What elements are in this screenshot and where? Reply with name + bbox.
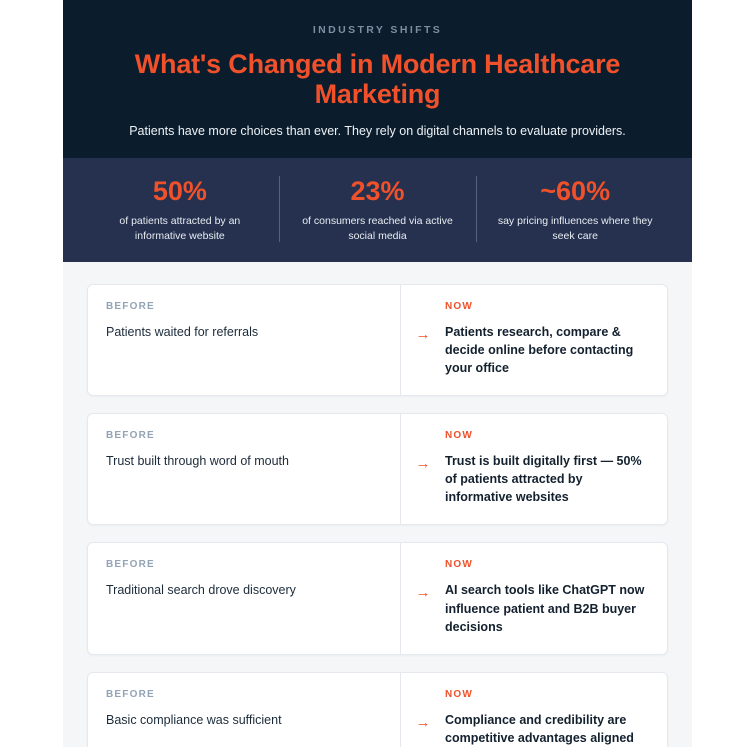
now-kicker: NOW <box>445 300 474 312</box>
before-kicker: BEFORE <box>106 559 155 571</box>
stat-item: ~60% say pricing influences where they s… <box>476 174 674 243</box>
stat-label: of consumers reached via active social m… <box>302 215 453 242</box>
before-text: Basic compliance was sufficient <box>106 712 282 727</box>
arrow-column: → <box>401 559 445 600</box>
now-kicker: NOW <box>445 688 474 700</box>
now-column: NOW Trust is built digitally first — 50%… <box>445 430 649 506</box>
stat-label: of patients attracted by an informative … <box>119 215 241 242</box>
stat-value: 50% <box>152 176 207 207</box>
arrow-column: → <box>401 689 445 730</box>
now-cell: → NOW Patients research, compare & decid… <box>401 285 667 395</box>
stat-value: ~60% <box>540 176 611 207</box>
before-kicker: BEFORE <box>106 300 155 312</box>
now-column: NOW AI search tools like ChatGPT now inf… <box>445 559 649 635</box>
eyebrow-label: INDUSTRY SHIFTS <box>312 24 443 36</box>
now-kicker: NOW <box>445 430 474 442</box>
now-cell: → NOW AI search tools like ChatGPT now i… <box>401 543 667 653</box>
now-column: NOW Patients research, compare & decide … <box>445 301 649 377</box>
comparison-row: BEFORE Patients waited for referrals → N… <box>87 283 668 397</box>
now-text: Patients research, compare & decide onli… <box>445 324 634 375</box>
now-column: NOW Compliance and credibility are compe… <box>445 689 649 747</box>
now-cell: → NOW Compliance and credibility are com… <box>401 673 667 747</box>
comparison-list: BEFORE Patients waited for referrals → N… <box>63 262 692 747</box>
subheadline: Patients have more choices than ever. Th… <box>129 124 626 139</box>
now-text: Trust is built digitally first — 50% of … <box>445 454 642 505</box>
infographic-container: INDUSTRY SHIFTS What's Changed in Modern… <box>63 0 692 747</box>
arrow-right-icon: → <box>415 455 431 473</box>
stat-item: 23% of consumers reached via active soci… <box>278 174 477 243</box>
arrow-column: → <box>401 301 445 342</box>
before-cell: BEFORE Trust built through word of mouth <box>88 414 401 525</box>
stats-band: 50% of patients attracted by an informat… <box>63 158 692 262</box>
arrow-right-icon: → <box>415 325 431 343</box>
before-cell: BEFORE Traditional search drove discover… <box>88 543 401 654</box>
comparison-row: BEFORE Trust built through word of mouth… <box>87 413 668 526</box>
stat-item: 50% of patients attracted by an informat… <box>81 174 279 243</box>
now-kicker: NOW <box>445 559 474 571</box>
before-cell: BEFORE Patients waited for referrals <box>88 284 401 396</box>
arrow-right-icon: → <box>415 584 431 602</box>
stat-label: say pricing influences where they seek c… <box>497 215 653 242</box>
page-title: What's Changed in Modern Healthcare Mark… <box>134 49 621 109</box>
before-kicker: BEFORE <box>106 430 155 442</box>
arrow-column: → <box>401 430 445 471</box>
before-text: Patients waited for referrals <box>106 324 259 339</box>
arrow-right-icon: → <box>415 713 431 731</box>
before-text: Traditional search drove discovery <box>106 583 296 598</box>
header-section: INDUSTRY SHIFTS What's Changed in Modern… <box>63 0 692 159</box>
comparison-row: BEFORE Traditional search drove discover… <box>87 542 668 655</box>
now-text: AI search tools like ChatGPT now influen… <box>445 583 645 634</box>
now-cell: → NOW Trust is built digitally first — 5… <box>401 414 667 524</box>
stat-value: 23% <box>350 176 405 207</box>
before-text: Trust built through word of mouth <box>106 454 289 469</box>
comparison-row: BEFORE Basic compliance was sufficient →… <box>87 671 668 747</box>
now-text: Compliance and credibility are competiti… <box>445 712 634 745</box>
before-cell: BEFORE Basic compliance was sufficient <box>88 672 401 747</box>
before-kicker: BEFORE <box>106 688 155 700</box>
